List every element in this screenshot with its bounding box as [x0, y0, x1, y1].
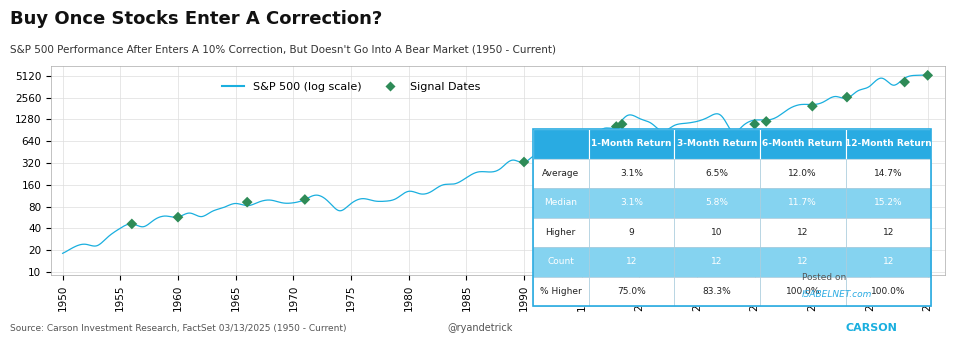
Bar: [846, 276, 931, 306]
Text: Higher: Higher: [545, 228, 576, 237]
Bar: [760, 218, 846, 247]
Bar: [674, 218, 760, 247]
Text: S&P 500 Performance After Enters A 10% Correction, But Doesn't Go Into A Bear Ma: S&P 500 Performance After Enters A 10% C…: [10, 44, 556, 54]
Bar: [760, 129, 846, 159]
Bar: [588, 188, 674, 218]
Text: 12: 12: [882, 257, 894, 266]
Bar: [588, 159, 674, 188]
Text: 100.0%: 100.0%: [785, 287, 820, 296]
Bar: [674, 247, 760, 276]
Bar: [760, 159, 846, 188]
Bar: [533, 247, 588, 276]
Text: 12: 12: [882, 228, 894, 237]
Text: 6.5%: 6.5%: [706, 169, 729, 178]
Bar: [846, 188, 931, 218]
Text: CARSON: CARSON: [846, 323, 898, 333]
Point: [920, 73, 935, 78]
Point: [614, 121, 630, 127]
Bar: [588, 129, 674, 159]
Text: 12: 12: [711, 257, 723, 266]
Text: 6-Month Return: 6-Month Return: [762, 139, 843, 149]
Point: [804, 103, 820, 109]
Bar: [846, 129, 931, 159]
Bar: [674, 276, 760, 306]
Point: [758, 119, 774, 124]
Point: [124, 221, 139, 227]
Text: 12-Month Return: 12-Month Return: [845, 139, 932, 149]
Bar: [533, 159, 588, 188]
Bar: [588, 276, 674, 306]
Point: [839, 95, 854, 100]
Bar: [674, 159, 760, 188]
Text: Median: Median: [544, 198, 577, 207]
Bar: [533, 129, 588, 159]
Text: 14.7%: 14.7%: [874, 169, 902, 178]
Point: [516, 159, 532, 165]
Text: ISABELNET.com: ISABELNET.com: [802, 290, 872, 299]
Text: 9: 9: [629, 228, 635, 237]
Text: 3-Month Return: 3-Month Return: [677, 139, 757, 149]
Text: 12: 12: [626, 257, 637, 266]
Text: Count: Count: [547, 257, 574, 266]
Bar: [588, 218, 674, 247]
Text: 10: 10: [711, 228, 723, 237]
Text: 12: 12: [797, 228, 808, 237]
Text: Posted on: Posted on: [802, 273, 846, 282]
Text: % Higher: % Higher: [540, 287, 582, 296]
Text: 12.0%: 12.0%: [788, 169, 817, 178]
Bar: [588, 247, 674, 276]
Bar: [760, 276, 846, 306]
Text: 1-Month Return: 1-Month Return: [591, 139, 672, 149]
Bar: [674, 129, 760, 159]
Text: Average: Average: [542, 169, 579, 178]
Text: 5.8%: 5.8%: [706, 198, 729, 207]
Text: 100.0%: 100.0%: [871, 287, 905, 296]
Bar: [846, 218, 931, 247]
Bar: [533, 188, 588, 218]
Text: 3.1%: 3.1%: [620, 198, 643, 207]
Bar: [846, 159, 931, 188]
Point: [298, 197, 313, 202]
Point: [239, 199, 254, 205]
Text: 75.0%: 75.0%: [617, 287, 646, 296]
Point: [609, 124, 624, 129]
Bar: [533, 276, 588, 306]
Text: 12: 12: [797, 257, 808, 266]
Bar: [846, 247, 931, 276]
Text: 15.2%: 15.2%: [874, 198, 902, 207]
Text: Buy Once Stocks Enter A Correction?: Buy Once Stocks Enter A Correction?: [10, 10, 382, 28]
Text: 11.7%: 11.7%: [788, 198, 817, 207]
Legend: S&P 500 (log scale), Signal Dates: S&P 500 (log scale), Signal Dates: [218, 78, 485, 97]
Point: [897, 79, 912, 85]
Point: [170, 215, 185, 220]
Text: 3.1%: 3.1%: [620, 169, 643, 178]
Bar: [760, 247, 846, 276]
Text: 83.3%: 83.3%: [703, 287, 732, 296]
Text: @ryandetrick: @ryandetrick: [447, 323, 513, 333]
Bar: [674, 188, 760, 218]
Bar: [533, 218, 588, 247]
Bar: [760, 188, 846, 218]
Point: [747, 121, 762, 127]
Text: Source: Carson Investment Research, FactSet 03/13/2025 (1950 - Current): Source: Carson Investment Research, Fact…: [10, 324, 347, 333]
